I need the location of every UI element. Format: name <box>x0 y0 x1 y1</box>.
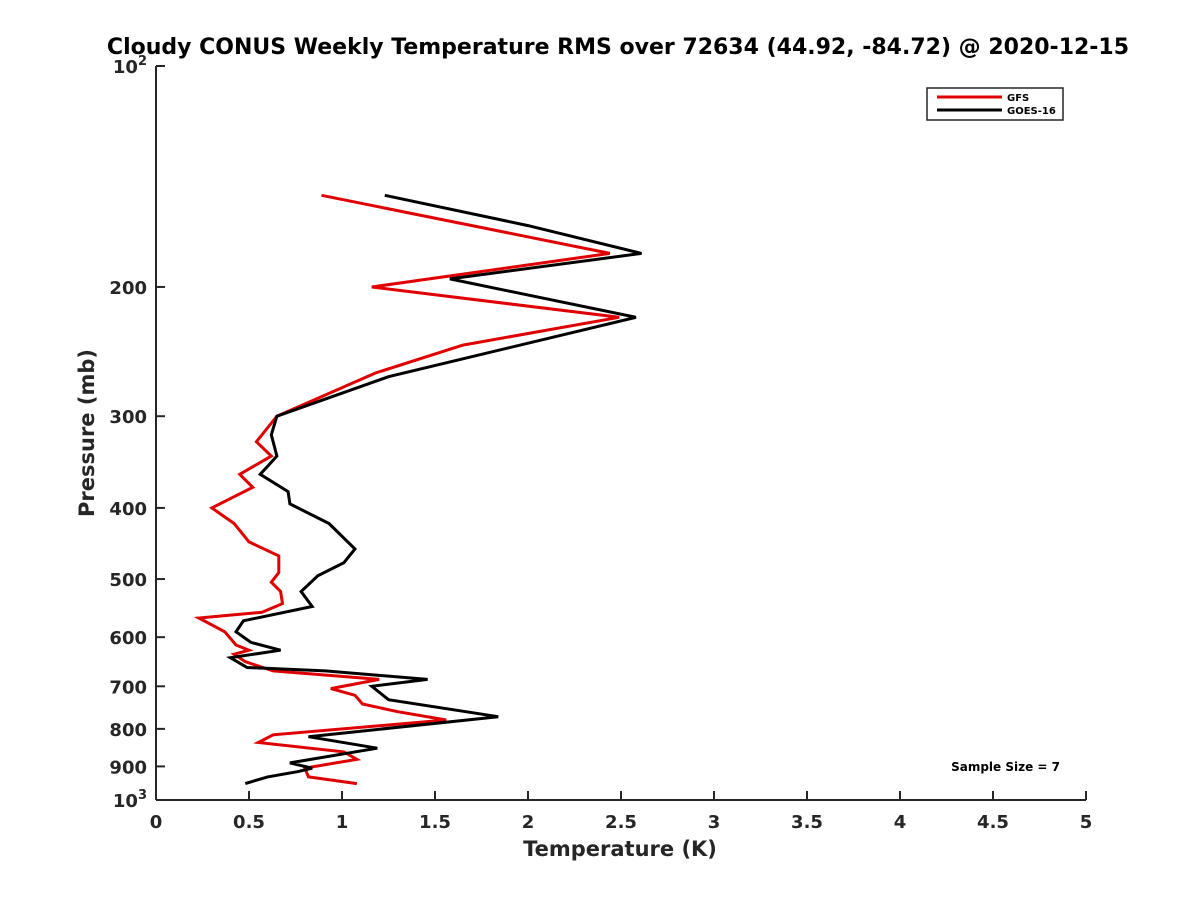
y-tick-label: 102 <box>113 54 147 78</box>
x-tick-label: 5 <box>1080 812 1093 833</box>
x-tick-label: 0.5 <box>233 812 265 833</box>
x-tick-label: 3.5 <box>791 812 823 833</box>
y-tick-label: 900 <box>109 757 147 778</box>
x-tick-label: 0 <box>150 812 163 833</box>
sample-size-annotation: Sample Size = 7 <box>951 760 1060 774</box>
x-tick-label: 4.5 <box>977 812 1009 833</box>
x-tick-label: 1.5 <box>419 812 451 833</box>
axes <box>155 66 1086 801</box>
axis-ticks: 0 0.5 1 1.5 2 2.5 3 3.5 4 4.5 5 102 200 300 400 500 600 7… <box>109 54 1092 833</box>
plot-lines <box>193 193 642 786</box>
chart-title: Cloudy CONUS Weekly Temperature RMS over… <box>107 35 1129 60</box>
x-tick-label: 2 <box>522 812 535 833</box>
x-tick-label: 1 <box>336 812 349 833</box>
y-axis-label: Pressure (mb) <box>75 349 99 517</box>
y-tick-label: 500 <box>109 570 147 591</box>
y-tick-label: 400 <box>109 499 147 520</box>
legend-box <box>926 87 1064 121</box>
y-tick-label: 800 <box>109 720 147 741</box>
y-tick-label: 600 <box>109 628 147 649</box>
legend-label-2: GOES-16 <box>1007 106 1056 117</box>
series-line-2 <box>225 193 642 786</box>
x-tick-label: 3 <box>708 812 721 833</box>
legend: GFS GOES-16 <box>926 87 1064 121</box>
x-axis-label: Temperature (K) <box>523 837 717 861</box>
y-tick-label: 103 <box>113 788 147 812</box>
y-tick-label: 200 <box>109 278 147 299</box>
series-line-1 <box>193 193 620 786</box>
y-tick-label: 300 <box>109 407 147 428</box>
legend-label-1: GFS <box>1007 93 1029 104</box>
x-tick-label: 4 <box>894 812 907 833</box>
x-tick-label: 2.5 <box>605 812 637 833</box>
y-tick-label: 700 <box>109 677 147 698</box>
